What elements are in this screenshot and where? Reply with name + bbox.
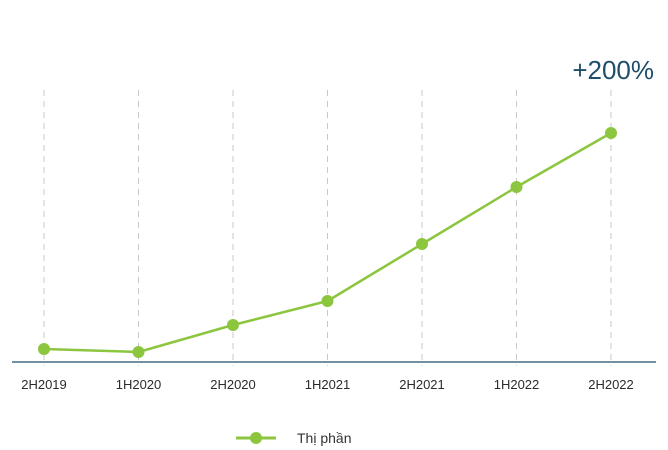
x-tick-label: 2H2022 — [588, 377, 634, 392]
x-tick-labels: 2H2019 1H2020 2H2020 1H2021 2H2021 1H2022 2H20… — [21, 377, 634, 392]
data-point — [605, 127, 617, 139]
data-point — [227, 319, 239, 331]
legend-label-series: Thị phần — [297, 430, 351, 446]
data-point — [510, 181, 523, 193]
legend: Thị phần — [236, 430, 351, 446]
x-tick-label: 2H2021 — [399, 377, 445, 392]
x-tick-label: 1H2021 — [305, 377, 351, 392]
data-point — [321, 295, 334, 307]
x-tick-label: 2H2020 — [210, 377, 256, 392]
growth-annotation: +200% — [572, 55, 654, 85]
series-line-group — [43, 131, 612, 354]
series-line — [43, 131, 612, 354]
x-tick-label: 2H2019 — [21, 377, 67, 392]
legend-marker-swatch — [250, 432, 262, 444]
grid-lines — [43, 90, 612, 366]
data-point — [416, 238, 428, 250]
series-points-group — [38, 127, 617, 358]
x-tick-label: 1H2022 — [494, 377, 540, 392]
x-tick-label: 1H2020 — [116, 377, 162, 392]
data-point — [38, 343, 50, 355]
data-point — [132, 346, 145, 358]
